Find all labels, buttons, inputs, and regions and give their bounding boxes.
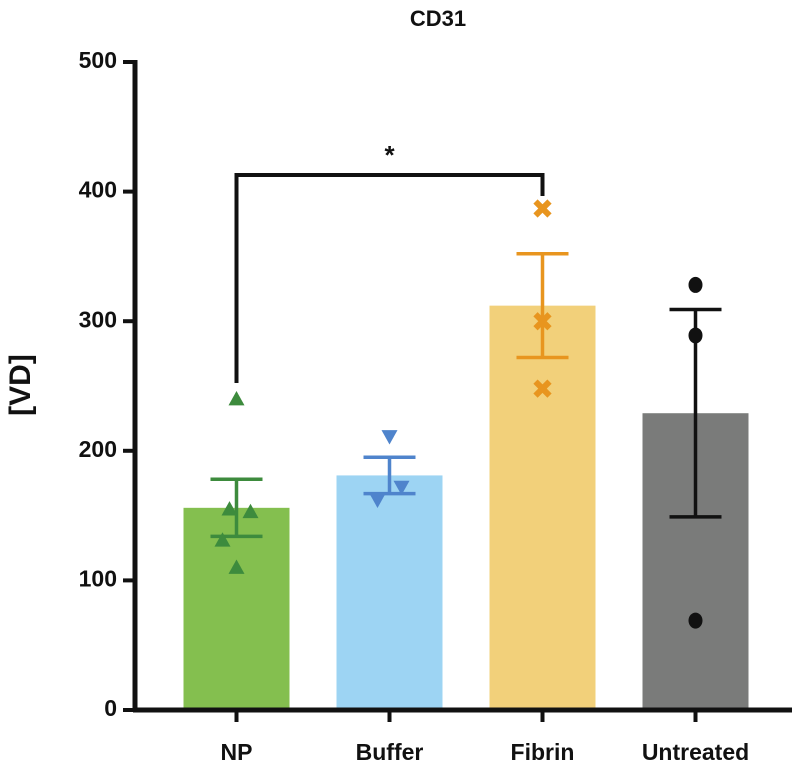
data-point [688, 612, 703, 629]
x-tick-label: NP [221, 739, 253, 765]
x-tick-label: Fibrin [511, 739, 575, 765]
data-point [369, 493, 386, 509]
significance-label: * [384, 140, 395, 170]
x-tick-label: Buffer [356, 739, 424, 765]
y-tick-label: 100 [79, 565, 117, 591]
x-tick-label: Untreated [642, 739, 749, 765]
y-tick-label: 300 [79, 306, 117, 332]
bar [489, 305, 596, 710]
chart-title: CD31 [410, 6, 466, 31]
data-point [221, 501, 238, 516]
data-point [228, 559, 245, 574]
data-point [242, 503, 259, 519]
significance-bracket [234, 173, 545, 383]
bar [336, 475, 443, 710]
data-point [381, 430, 398, 445]
data-point [393, 480, 410, 496]
data-point [533, 312, 552, 331]
data-point [533, 199, 552, 218]
bar [183, 507, 290, 710]
data-point [214, 532, 231, 547]
y-axis-label: [VD] [4, 354, 37, 416]
data-point [228, 390, 245, 406]
error-bar [669, 307, 722, 519]
y-tick-label: 200 [79, 436, 117, 462]
data-point [688, 327, 703, 344]
error-bar [363, 455, 416, 496]
data-point [688, 276, 703, 293]
y-tick-label: 400 [79, 177, 117, 203]
data-point [533, 379, 552, 398]
y-tick-label: 500 [79, 47, 117, 73]
error-bar [516, 252, 569, 360]
y-tick-label: 0 [104, 695, 117, 721]
error-bar [210, 477, 263, 539]
